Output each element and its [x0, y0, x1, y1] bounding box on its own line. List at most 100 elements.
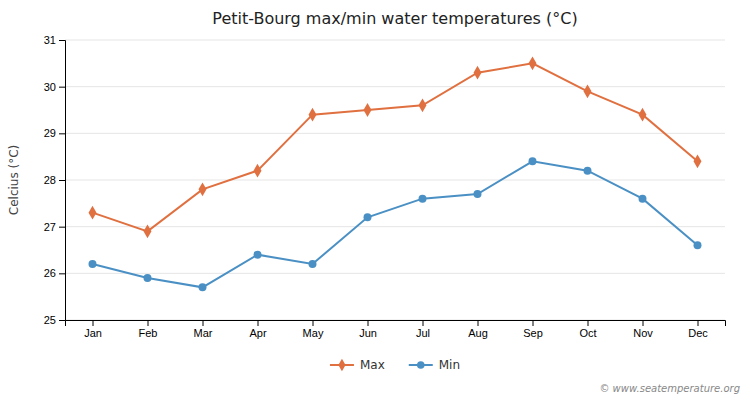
y-tick-mark: [59, 180, 65, 181]
x-tick: May: [303, 320, 324, 339]
y-tick-label: 25: [44, 314, 56, 326]
x-tick-mark: [368, 320, 369, 326]
x-tick-label: Jul: [416, 327, 430, 339]
y-tick-mark: [59, 40, 65, 41]
series-marker: [144, 224, 152, 238]
grid-line: [65, 86, 725, 87]
x-tick-mark: [643, 320, 644, 326]
legend: Max Min: [330, 358, 460, 372]
x-tick-mark: [478, 320, 479, 326]
x-tick-label: Feb: [139, 327, 158, 339]
series-marker: [694, 241, 702, 249]
x-tick: Jun: [359, 320, 377, 339]
y-axis: 25 26 27 28 29 30 31: [44, 34, 66, 326]
grid: [65, 40, 725, 320]
series-marker: [584, 167, 592, 175]
chart: 25 26 27 28 29 30 31 Jan Feb Mar Apr May Jun Jul Aug Se…: [0, 0, 750, 400]
x-tick-mark: [203, 320, 204, 326]
x-tick-mark: [698, 320, 699, 326]
x-tick: Aug: [468, 320, 488, 339]
y-tick: 27: [44, 221, 65, 233]
x-tick-label: Nov: [633, 327, 653, 339]
x-tick-label: Apr: [249, 327, 266, 339]
y-tick-label: 30: [44, 81, 56, 93]
series-marker: [89, 260, 97, 268]
series-line: [93, 161, 698, 287]
series-marker: [419, 98, 427, 112]
x-tick-mark: [423, 320, 424, 326]
series-marker: [639, 195, 647, 203]
y-tick-mark: [59, 133, 65, 134]
series-marker: [254, 164, 262, 178]
series-marker: [474, 66, 482, 80]
series-marker: [694, 154, 702, 168]
legend-label: Max: [360, 358, 385, 372]
plot: 25 26 27 28 29 30 31 Jan Feb Mar Apr May Jun Jul Aug Se…: [44, 34, 726, 339]
y-axis-title: Celcius (°C): [7, 145, 21, 215]
y-tick: 31: [44, 34, 65, 46]
x-tick: Oct: [579, 320, 596, 339]
series-marker: [639, 108, 647, 122]
marks: [89, 56, 702, 291]
legend-marker: [417, 361, 425, 369]
x-tick: Sep: [523, 320, 543, 339]
x-tick-label: Dec: [688, 327, 708, 339]
x-tick-label: May: [303, 327, 324, 339]
y-tick-label: 27: [44, 221, 56, 233]
series-marker: [364, 103, 372, 117]
series: [89, 157, 702, 291]
legend-item: Max: [330, 358, 385, 372]
x-tick-mark: [588, 320, 589, 326]
x-tick: Mar: [194, 320, 213, 339]
series-marker: [529, 56, 537, 70]
annotation: © www.seatemperature.org: [599, 383, 740, 394]
x-tick-label: Oct: [579, 327, 596, 339]
x-tick-mark: [93, 320, 94, 326]
x-tick-label: Mar: [194, 327, 213, 339]
y-tick-mark: [59, 87, 65, 88]
series-marker: [474, 190, 482, 198]
y-tick: 28: [44, 174, 65, 186]
series-marker: [199, 283, 207, 291]
y-tick-label: 28: [44, 174, 56, 186]
series-line: [93, 63, 698, 231]
series-marker: [309, 108, 317, 122]
x-tick: Jan: [84, 320, 102, 339]
y-tick: 30: [44, 81, 65, 93]
x-tick-label: Aug: [468, 327, 488, 339]
title: Petit-Bourg max/min water temperatures (…: [212, 9, 577, 28]
x-tick: Apr: [249, 320, 266, 339]
y-tick-mark: [59, 320, 65, 321]
y-tick-label: 26: [44, 267, 56, 279]
x-axis-line: [66, 321, 726, 327]
y-tick-mark: [59, 227, 65, 228]
series-marker: [144, 274, 152, 282]
x-tick: Dec: [688, 320, 708, 339]
y-tick: 25: [44, 314, 65, 326]
x-axis: Jan Feb Mar Apr May Jun Jul Aug Sep Oct Nov Dec: [66, 320, 726, 339]
series-marker: [89, 206, 97, 220]
y-axis-line: [59, 41, 66, 321]
series-marker: [199, 182, 207, 196]
grid-line: [65, 180, 725, 181]
y-tick-label: 29: [44, 127, 56, 139]
grid-line: [65, 273, 725, 274]
x-tick-label: Jun: [359, 327, 377, 339]
series: [89, 56, 702, 238]
x-tick-mark: [533, 320, 534, 326]
x-tick-mark: [313, 320, 314, 326]
x-tick-mark: [148, 320, 149, 326]
y-tick-label: 31: [44, 34, 56, 46]
series-marker: [529, 157, 537, 165]
series-marker: [254, 251, 262, 259]
legend-marker: [338, 359, 345, 371]
series-marker: [364, 213, 372, 221]
y-tick-mark: [59, 273, 65, 274]
legend-label: Min: [439, 358, 460, 372]
grid-line: [65, 226, 725, 227]
x-tick-label: Jan: [84, 327, 102, 339]
x-tick-label: Sep: [523, 327, 543, 339]
grid-line: [65, 40, 725, 41]
x-tick-mark: [258, 320, 259, 326]
grid-line: [65, 133, 725, 134]
